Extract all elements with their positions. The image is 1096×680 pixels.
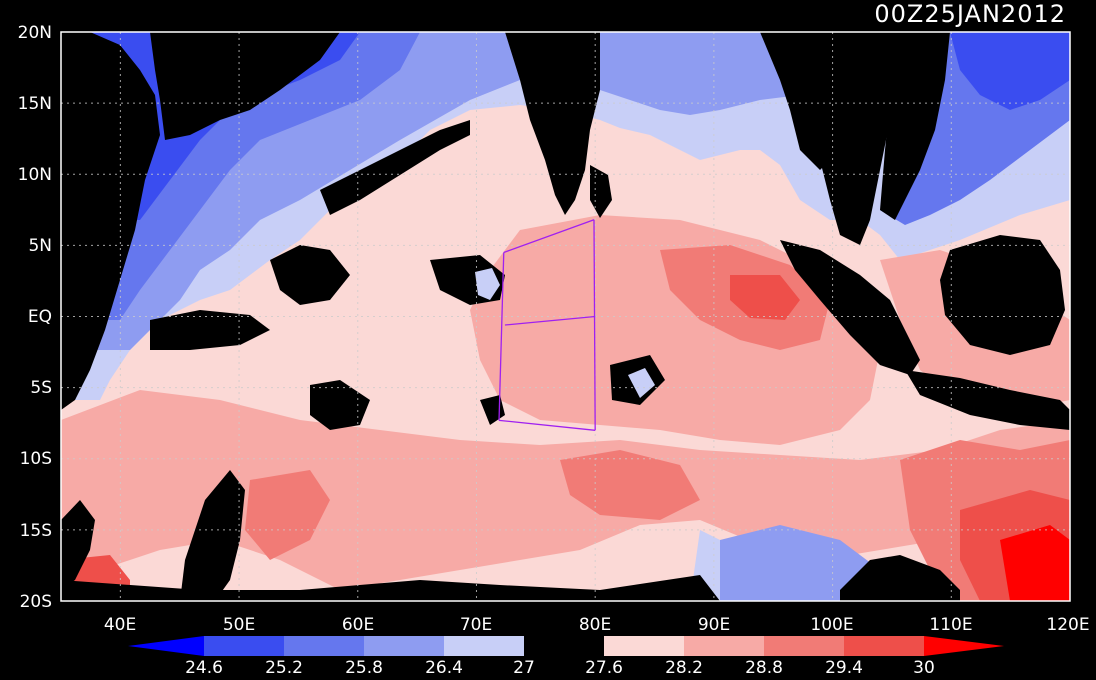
lat-label: EQ <box>28 307 52 327</box>
land-java <box>905 370 1070 430</box>
land-srilanka <box>590 165 612 218</box>
cool-band-black-1 <box>320 120 470 215</box>
analysis-box <box>498 219 596 431</box>
colorbar-label: 27 <box>513 658 535 678</box>
cool-island-1 <box>475 268 500 300</box>
cool-scs-2 <box>950 32 1070 110</box>
colorbar-label: 27.6 <box>585 658 623 678</box>
colorbar-right-arrow <box>924 636 1004 656</box>
lat-label: 15S <box>20 521 52 541</box>
gridlines <box>61 32 1070 601</box>
lat-label: 5N <box>28 236 52 256</box>
colorbar-labels: 24.6 25.2 25.8 26.4 27 27.6 28.2 28.8 29… <box>185 658 935 678</box>
colorbar-segment <box>284 636 364 656</box>
colorbar-segment <box>364 636 444 656</box>
map-title: 00Z25JAN2012 <box>874 0 1066 28</box>
lon-label: 40E <box>104 615 136 635</box>
land-indochina <box>880 32 950 220</box>
lon-label: 110E <box>929 615 972 635</box>
land-madagascar <box>180 470 245 601</box>
land-india <box>505 32 600 215</box>
colorbar-label: 29.4 <box>825 658 863 678</box>
lat-label: 20N <box>18 23 52 43</box>
warm-patch-central-3 <box>730 275 800 320</box>
colorbar-label: 30 <box>913 658 935 678</box>
cool-band-black-3 <box>150 310 270 350</box>
colorbar-label: 28.8 <box>745 658 783 678</box>
colorbar-segment <box>764 636 844 656</box>
colorbar-segment <box>204 636 284 656</box>
warm-patch-west <box>245 470 330 560</box>
cool-band-black-5 <box>61 575 720 601</box>
land-sumatra <box>780 240 920 375</box>
colorbar-label: 24.6 <box>185 658 223 678</box>
analysis-box-line <box>593 219 596 431</box>
lat-labels: 20N 15N 10N 5N EQ 5S 10S 15S 20S <box>18 23 52 612</box>
lon-labels: 40E 50E 60E 70E 80E 90E 100E 110E 120E <box>104 615 1090 635</box>
analysis-box-line <box>504 315 596 326</box>
land-myanmar <box>760 32 860 170</box>
colorbar-label: 28.2 <box>665 658 703 678</box>
cool-island-2 <box>628 368 655 398</box>
cool-band-black-4 <box>310 380 370 430</box>
plot-area <box>61 32 1070 601</box>
lat-label: 5S <box>30 378 52 398</box>
colorbar-segment <box>444 636 524 656</box>
lon-label: 60E <box>342 615 374 635</box>
analysis-box-line <box>498 252 505 421</box>
land-arabia <box>61 32 160 410</box>
analysis-box-line <box>503 219 595 254</box>
colorbar-segment <box>524 636 604 656</box>
colorbar-label: 26.4 <box>425 658 463 678</box>
lon-label: 90E <box>698 615 730 635</box>
lon-label: 50E <box>223 615 255 635</box>
colorbar-segment <box>604 636 684 656</box>
land-africa-south <box>61 500 95 590</box>
land-malay <box>820 32 910 245</box>
lat-label: 20S <box>20 592 52 612</box>
colorbar-label: 25.2 <box>265 658 303 678</box>
land-arabia-coast <box>150 32 340 140</box>
map-frame <box>60 31 1071 602</box>
land-australia <box>840 555 960 601</box>
lon-label: 120E <box>1046 615 1089 635</box>
colorbar-label: 25.8 <box>345 658 383 678</box>
warm-patch-east-3 <box>1000 525 1070 601</box>
lat-label: 10N <box>18 165 52 185</box>
cool-south-patch <box>720 525 880 601</box>
lon-label: 100E <box>810 615 853 635</box>
analysis-box-line <box>498 419 596 431</box>
colorbar-left-arrow <box>128 636 204 656</box>
cool-band-black-2 <box>270 245 350 305</box>
lon-label: 80E <box>579 615 611 635</box>
land-borneo <box>940 235 1065 355</box>
colorbar-segment <box>684 636 764 656</box>
lat-label: 10S <box>20 449 52 469</box>
colorbar <box>128 636 1004 656</box>
warm-patch-south-2 <box>560 450 700 520</box>
lat-label: 15N <box>18 94 52 114</box>
colorbar-segment <box>844 636 924 656</box>
lon-label: 70E <box>460 615 492 635</box>
